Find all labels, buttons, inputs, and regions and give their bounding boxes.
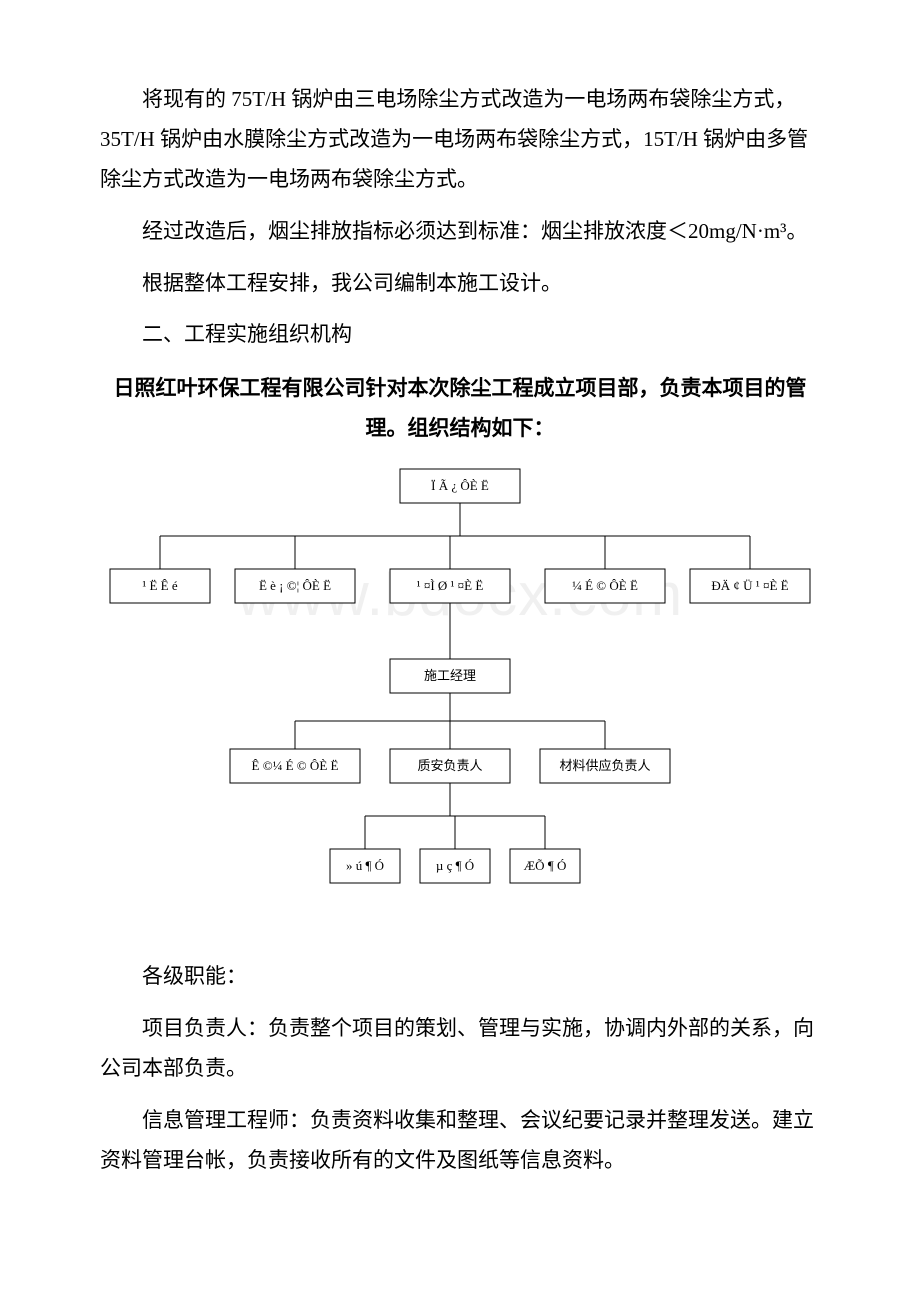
org-node-label: » ú ¶ Ó bbox=[346, 858, 384, 873]
org-node-label: Ê ©¼ É © ÔÈ Ë bbox=[252, 758, 339, 773]
org-chart: Ï Ã ¿ ÔÈ Ë ¹ Ë Ê é Ë è ¡ ©¦ ÔÈ Ë ¹ ¤Ì Ø ¹ ¤… bbox=[100, 459, 820, 939]
org-node-label: µ ç ¶ Ó bbox=[436, 858, 474, 873]
paragraph-7: 信息管理工程师：负责资料收集和整理、会议纪要记录并整理发送。建立资料管理台帐，负… bbox=[100, 1101, 820, 1181]
paragraph-1: 将现有的 75T/H 锅炉由三电场除尘方式改造为一电场两布袋除尘方式，35T/H… bbox=[100, 80, 820, 200]
section-heading: 日照红叶环保工程有限公司针对本次除尘工程成立项目部，负责本项目的管理。组织结构如… bbox=[100, 369, 820, 449]
paragraph-4: 二、工程实施组织机构 bbox=[100, 315, 820, 355]
org-node-label: ¹ ¤Ì Ø ¹ ¤È Ë bbox=[417, 578, 484, 593]
org-node-label: ¼ É © ÔÈ Ë bbox=[572, 578, 638, 593]
org-node-label: ÆÕ ¶ Ó bbox=[524, 858, 567, 873]
org-node-label: 施工经理 bbox=[424, 668, 476, 683]
org-node-label: Ï Ã ¿ ÔÈ Ë bbox=[431, 478, 489, 493]
paragraph-6: 项目负责人：负责整个项目的策划、管理与实施，协调内外部的关系，向公司本部负责。 bbox=[100, 1009, 820, 1089]
paragraph-2: 经过改造后，烟尘排放指标必须达到标准：烟尘排放浓度＜20mg/N·m³。 bbox=[100, 212, 820, 252]
paragraph-5: 各级职能： bbox=[100, 957, 820, 997]
org-node-label: ÐÄ ¢ Ü ¹ ¤È Ë bbox=[711, 578, 788, 593]
org-node-label: ¹ Ë Ê é bbox=[142, 578, 178, 593]
org-chart-svg: Ï Ã ¿ ÔÈ Ë ¹ Ë Ê é Ë è ¡ ©¦ ÔÈ Ë ¹ ¤Ì Ø ¹ ¤… bbox=[100, 459, 820, 939]
org-node-label: 质安负责人 bbox=[417, 758, 482, 773]
org-node-label: 材料供应负责人 bbox=[559, 758, 650, 773]
org-node-label: Ë è ¡ ©¦ ÔÈ Ë bbox=[259, 578, 331, 593]
paragraph-3: 根据整体工程安排，我公司编制本施工设计。 bbox=[100, 264, 820, 304]
